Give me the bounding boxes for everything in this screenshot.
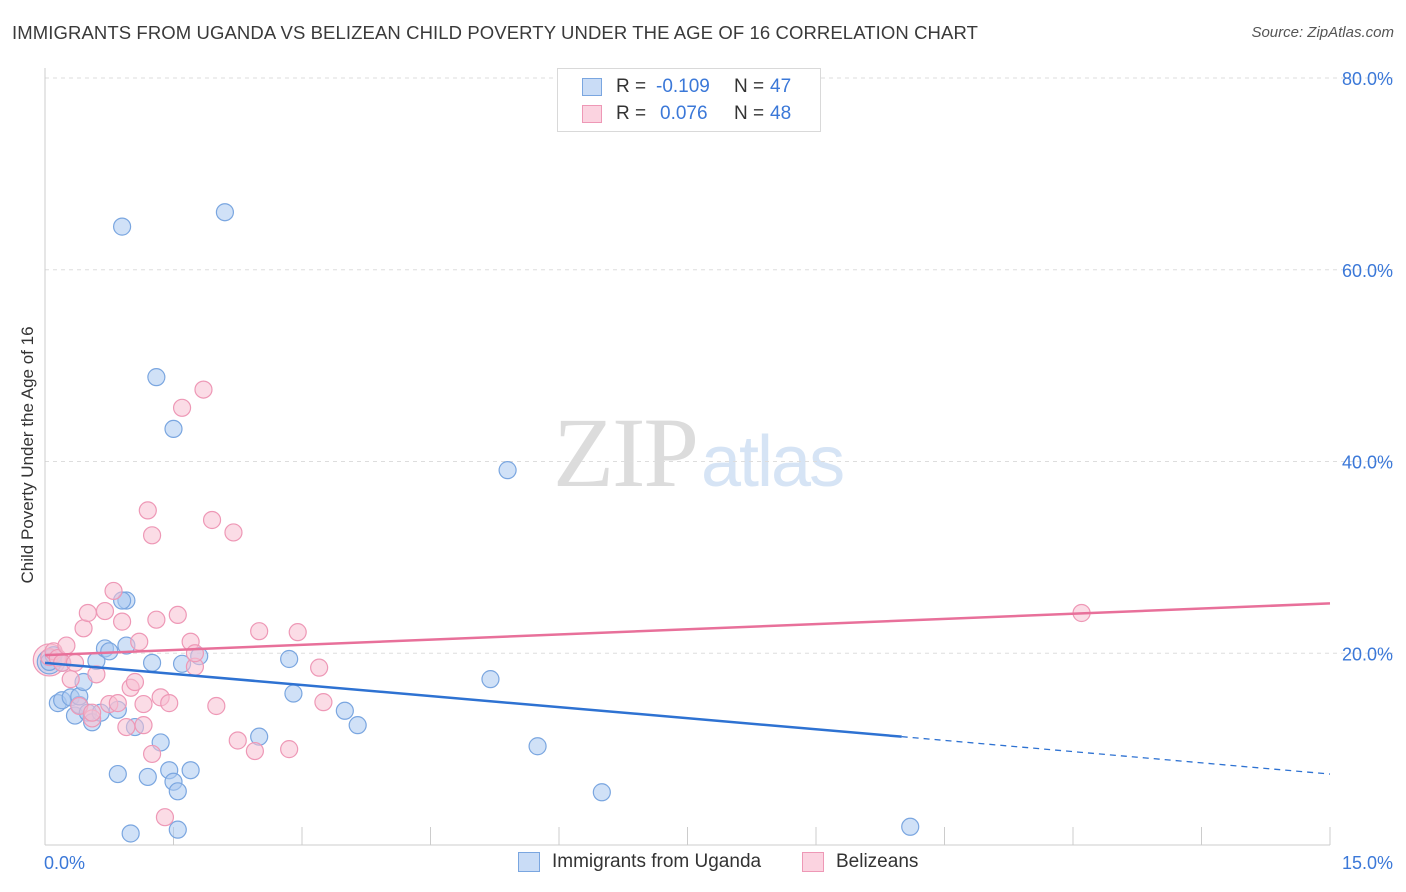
belizean-point — [172, 398, 192, 417]
belizean-point — [245, 741, 264, 761]
belizean-point — [228, 731, 247, 750]
belizean-point — [288, 623, 307, 642]
y-tick-label: 80.0% — [1342, 69, 1393, 89]
legend-swatch-belizeans — [582, 105, 602, 123]
x-tick-label: 15.0% — [1342, 853, 1393, 873]
uganda-point — [164, 419, 183, 439]
belizean-point — [314, 693, 333, 712]
legend-r-value: 0.076 — [660, 103, 708, 124]
uganda-point — [498, 461, 517, 480]
legend-item-belizeans[interactable]: Belizeans — [802, 851, 918, 873]
uganda-point — [168, 782, 187, 801]
y-tick-label: 60.0% — [1342, 261, 1393, 281]
belizean-point — [202, 510, 222, 530]
legend-swatch-uganda — [582, 78, 602, 96]
uganda-point — [348, 716, 367, 735]
uganda-point — [112, 217, 132, 236]
belizean-point — [168, 605, 187, 625]
legend-swatch-uganda — [518, 852, 540, 872]
uganda-trend-line-extension — [901, 736, 1331, 775]
legend-item-uganda[interactable]: Immigrants from Uganda — [518, 851, 761, 873]
belizean-point — [147, 610, 166, 629]
uganda-point — [481, 670, 500, 689]
uganda-point — [284, 684, 303, 703]
y-axis-label: Child Poverty Under the Age of 16 — [18, 326, 37, 584]
legend-n-value: 47 — [770, 76, 792, 97]
belizean-point — [61, 670, 80, 689]
uganda-point — [142, 653, 162, 672]
legend-label-belizeans: Belizeans — [836, 851, 919, 872]
legend-n-label: N = — [734, 103, 765, 124]
uganda-point — [181, 761, 200, 780]
belizean-point — [134, 716, 153, 735]
legend-swatch-belizeans — [802, 852, 824, 872]
belizean-point — [104, 581, 123, 601]
legend-r-label: R = — [616, 76, 647, 97]
x-tick-label: 0.0% — [44, 853, 85, 873]
belizean-point — [125, 672, 145, 692]
chart-title: IMMIGRANTS FROM UGANDA VS BELIZEAN CHILD… — [12, 22, 978, 43]
uganda-point — [108, 764, 127, 784]
belizean-point — [117, 717, 136, 737]
belizean-point — [250, 622, 269, 641]
belizean-point — [155, 808, 175, 827]
uganda-point — [121, 824, 140, 843]
stats-legend: R = -0.109 N = 47 R = 0.076 N = 48 — [557, 68, 821, 132]
series-legend: Immigrants from Uganda Belizeans — [0, 851, 1406, 877]
uganda-point — [215, 203, 234, 222]
y-tick-label: 40.0% — [1342, 453, 1393, 473]
belizean-point — [108, 694, 127, 713]
belizean-point — [142, 526, 162, 545]
belizean-point — [95, 601, 115, 621]
watermark-zip: ZIP — [553, 397, 699, 508]
legend-label-uganda: Immigrants from Uganda — [552, 851, 762, 872]
belizean-point — [185, 644, 205, 663]
y-tick-label: 20.0% — [1342, 644, 1393, 664]
uganda-point — [335, 701, 354, 720]
belizean-point — [310, 658, 329, 677]
belizean-point — [207, 696, 226, 716]
belizean-point — [112, 612, 132, 631]
belizean-point — [160, 694, 179, 713]
uganda-point — [592, 783, 611, 802]
legend-row-uganda: R = -0.109 N = 47 — [582, 75, 791, 99]
legend-r-label: R = — [616, 103, 647, 124]
belizean-point — [142, 744, 162, 764]
belizean-point — [78, 603, 97, 623]
belizean-point — [134, 694, 153, 714]
belizean-point — [57, 636, 76, 655]
legend-row-belizeans: R = 0.076 N = 48 — [582, 102, 791, 126]
uganda-point — [138, 767, 157, 787]
legend-r-value: -0.109 — [656, 76, 710, 97]
uganda-point — [168, 820, 187, 839]
belizean-point — [65, 653, 85, 672]
belizean-point — [224, 523, 243, 542]
belizean-point — [138, 501, 157, 520]
belizean-trend-line — [44, 602, 1331, 657]
uganda-point — [280, 649, 299, 669]
legend-n-label: N = — [734, 76, 765, 97]
belizean-point — [194, 380, 213, 399]
uganda-trend-line — [44, 661, 902, 738]
uganda-point — [147, 368, 166, 387]
belizean-point — [87, 665, 106, 684]
source-label: Source: ZipAtlas.com — [1251, 24, 1394, 41]
belizean-point — [83, 703, 102, 722]
uganda-point — [901, 817, 920, 836]
uganda-point — [528, 737, 547, 756]
belizean-point — [280, 740, 299, 759]
belizean-point — [74, 619, 93, 638]
legend-n-value: 48 — [770, 103, 792, 124]
belizean-point — [130, 632, 149, 651]
